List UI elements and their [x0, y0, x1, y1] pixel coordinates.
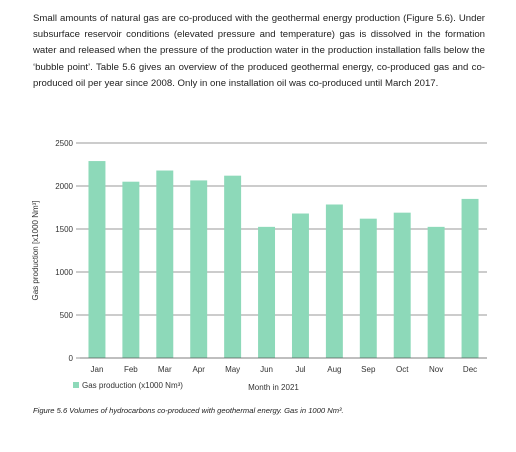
y-tick-label: 0: [69, 354, 74, 363]
x-tick-label: Apr: [192, 365, 205, 374]
bar-aug: [325, 204, 343, 358]
legend-swatch: [73, 382, 79, 388]
x-tick-label: Jan: [91, 365, 104, 374]
x-axis-label: Month in 2021: [248, 383, 299, 392]
y-tick-label: 2000: [55, 182, 73, 191]
bar-dec: [461, 198, 479, 358]
bar-apr: [190, 180, 208, 358]
x-axis-ticks: Jan Feb Mar Apr May Jun Jul Aug Sep Oct Nov Dec: [91, 365, 478, 374]
y-axis-label: Gas production [x1000 Nm³]: [31, 200, 40, 300]
legend: Gas production (x1000 Nm³): [73, 381, 183, 390]
x-tick-label: May: [225, 365, 240, 374]
intro-paragraph: Small amounts of natural gas are co-prod…: [33, 13, 485, 89]
x-tick-label: Feb: [124, 365, 138, 374]
bar-jan: [88, 161, 106, 358]
bar-feb: [122, 181, 140, 358]
bar-mar: [156, 170, 174, 358]
y-tick-label: 1000: [55, 268, 73, 277]
x-tick-label: Jul: [295, 365, 305, 374]
bar-sep: [359, 218, 377, 358]
bar-nov: [427, 226, 445, 358]
y-tick-label: 2500: [55, 139, 73, 148]
chart-bars: [88, 161, 479, 358]
x-tick-label: Mar: [158, 365, 172, 374]
figure-caption: Figure 5.6 Volumes of hydrocarbons co-pr…: [33, 406, 344, 415]
legend-label: Gas production (x1000 Nm³): [82, 381, 183, 390]
bar-jul: [291, 213, 309, 358]
x-tick-label: Aug: [327, 365, 341, 374]
bar-may: [224, 175, 242, 358]
chart-gridlines: [80, 142, 487, 316]
y-tick-label: 500: [60, 311, 74, 320]
y-axis-ticks: 0 500 1000 1500 2000 2500: [55, 139, 80, 363]
y-tick-label: 1500: [55, 225, 73, 234]
bar-oct: [393, 212, 411, 358]
x-tick-label: Oct: [396, 365, 409, 374]
x-tick-label: Jun: [260, 365, 273, 374]
x-tick-label: Nov: [429, 365, 443, 374]
x-tick-label: Sep: [361, 365, 376, 374]
bar-jun: [258, 226, 276, 358]
x-tick-label: Dec: [463, 365, 477, 374]
